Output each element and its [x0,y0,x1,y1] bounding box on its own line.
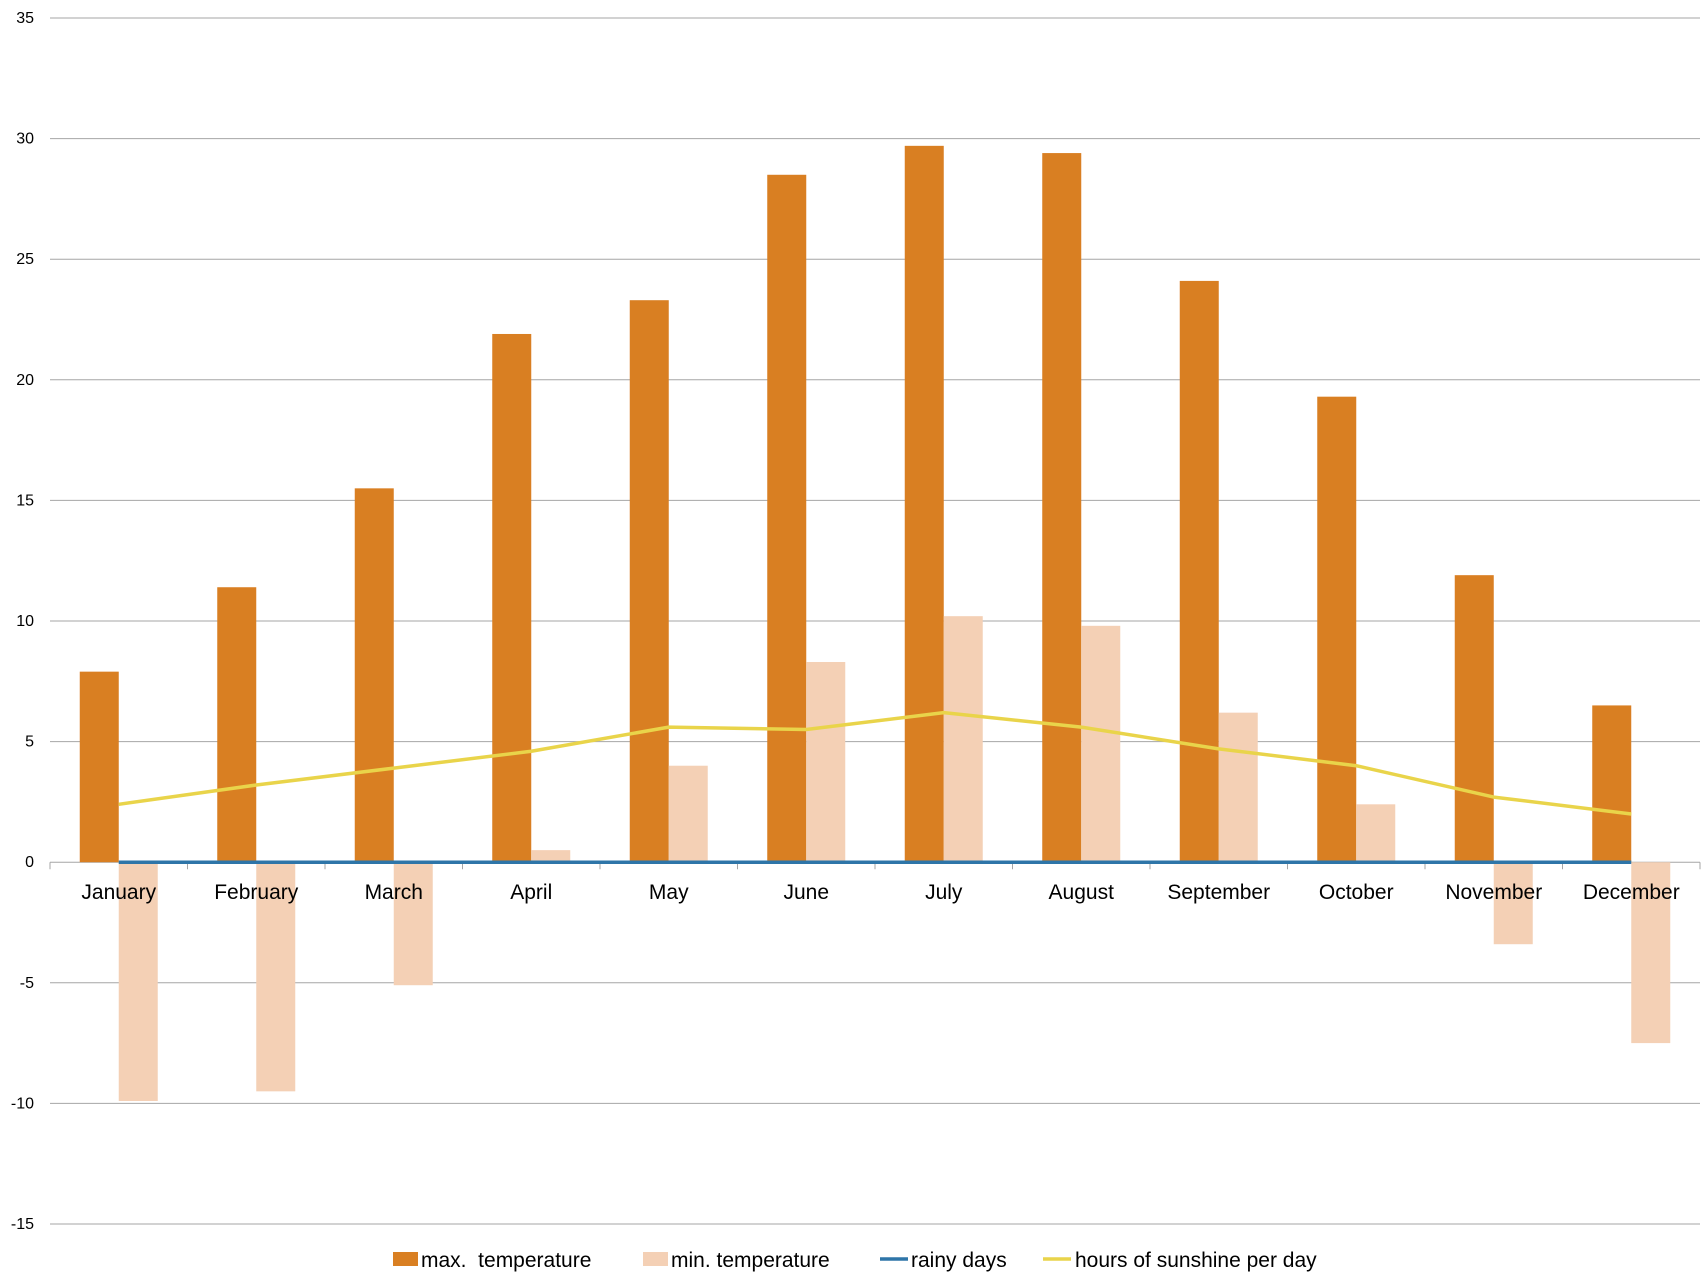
max-temperature-bar-january [79,671,119,863]
y-tick-label: 5 [25,734,34,751]
hours-of-sunshine-per-day-line [118,710,1632,816]
category-label: January [81,881,156,904]
min-temperature-bar-october [1356,804,1396,863]
category-label: March [365,881,423,904]
min-temperature-bar-august [1081,625,1121,863]
bar-series [79,145,1671,1101]
category-label: December [1583,881,1680,904]
max-temperature-bar-november [1454,575,1494,863]
max-temperature-bar-august [1042,153,1082,863]
min-temperature-bar-july [943,616,983,863]
min-temperature-bar-march [393,862,433,986]
min-temperature-bar-june [806,662,846,863]
max-temperature-bar-december [1592,705,1632,863]
max-temperature-bar-september [1179,280,1219,863]
y-tick-label: 15 [16,492,34,509]
category-label: July [925,881,963,904]
legend: max. temperature min. temperature rainy da… [393,1249,1317,1272]
category-label: August [1049,881,1115,904]
max-temperature-bar-october [1317,396,1357,863]
category-label: June [783,881,829,904]
min-temperature-bar-february [256,862,296,1092]
y-tick-label: 30 [16,131,34,148]
y-tick-label: -15 [11,1216,34,1233]
max-temperature-bar-march [354,488,394,863]
min-temperature-bar-may [668,765,708,863]
category-label: February [214,881,299,904]
y-tick-label: -5 [20,975,34,992]
min-temperature-bar-september [1218,712,1258,863]
min-temperature-bar-january [118,862,158,1101]
y-tick-label: 25 [16,251,34,268]
gridlines [49,17,1701,1225]
line-series [118,710,1632,864]
y-axis-tick-labels: 35 30 25 20 15 10 5 0 -5 -10 -15 [11,10,34,1233]
legend-label-min-temperature: min. temperature [671,1249,830,1272]
category-labels: January February March April May June July Augu… [81,881,1679,904]
category-label: November [1445,881,1542,904]
max-temperature-bar-june [767,174,807,863]
y-tick-label: -10 [11,1095,34,1112]
category-label: October [1319,881,1394,904]
legend-label-hours-of-sunshine-per-day: hours of sunshine per day [1075,1249,1317,1272]
legend-label-max-temperature: max. temperature [421,1249,591,1272]
min-temperature-bar-december [1631,862,1671,1044]
max-temperature-bar-april [492,333,532,863]
category-label: April [510,881,552,904]
legend-swatch-min-temperature [643,1252,668,1266]
y-tick-label: 10 [16,613,34,630]
max-temperature-bar-february [217,587,257,863]
legend-label-rainy-days: rainy days [911,1249,1007,1272]
max-temperature-bar-may [629,300,669,863]
category-label: September [1167,881,1270,904]
max-temperature-bar-july [904,145,944,863]
min-temperature-bar-april [531,850,571,863]
y-tick-label: 20 [16,372,34,389]
y-tick-label: 35 [16,10,34,27]
category-label: May [649,881,689,904]
min-temperature-bar-november [1493,862,1533,945]
y-tick-label: 0 [25,854,34,871]
legend-swatch-max-temperature [393,1252,418,1266]
